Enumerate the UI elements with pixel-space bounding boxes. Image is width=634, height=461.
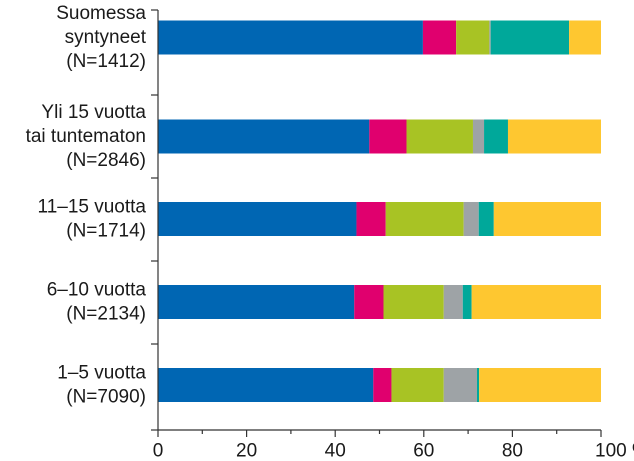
bar-segment-1-4 — [484, 119, 508, 154]
bar-segment-1-5 — [507, 119, 601, 154]
bar-segment-0-5 — [569, 20, 601, 55]
category-label-1-1: tai tuntematon — [26, 126, 146, 147]
bar-segment-2-3 — [463, 202, 479, 236]
bar-segment-0-1 — [422, 20, 457, 55]
category-label-3-1: (N=2134) — [66, 304, 146, 325]
x-tick-label-1: 20 — [236, 441, 257, 461]
x-axis-ticks: 0 20 40 60 80 100 % — [153, 430, 634, 461]
category-label-4-0: 1–5 vuotta — [57, 363, 146, 384]
category-labels: Suomessa syntyneet (N=1412) Yli 15 vuotta ta… — [26, 3, 147, 408]
bar-segment-2-4 — [478, 202, 494, 236]
bar-segment-4-2 — [391, 368, 444, 402]
bar-segment-3-4 — [462, 285, 472, 319]
category-label-2-0: 11–15 vuotta — [38, 197, 147, 218]
bar-segment-0-4 — [490, 20, 570, 55]
bar-segment-3-1 — [354, 285, 384, 319]
bar-segment-3-5 — [471, 285, 601, 319]
category-label-1-2: (N=2846) — [66, 150, 146, 171]
bar-segment-4-3 — [443, 368, 477, 402]
bar-segment-4-1 — [373, 368, 392, 402]
category-label-3-0: 6–10 vuotta — [47, 280, 147, 301]
bar-segment-1-2 — [406, 119, 473, 154]
x-tick-label-3: 60 — [413, 441, 434, 461]
bar-segment-0-0 — [158, 20, 423, 55]
bar-segment-2-2 — [385, 202, 464, 236]
x-tick-label-5: 100 % — [595, 441, 634, 461]
category-label-1-0: Yli 15 vuotta — [41, 102, 146, 123]
bar-segment-2-1 — [356, 202, 386, 236]
bar-segment-0-3 — [489, 20, 491, 55]
bar-segment-1-3 — [472, 119, 485, 154]
bar-segment-3-2 — [383, 285, 444, 319]
bar-segment-4-0 — [158, 368, 374, 402]
bar-segment-1-0 — [158, 119, 370, 154]
bar-segment-3-3 — [443, 285, 463, 319]
bar-segment-4-5 — [479, 368, 601, 402]
y-axis-ticks — [151, 9, 158, 431]
category-label-0-1: syntyneet — [65, 27, 147, 48]
category-label-0-0: Suomessa — [56, 3, 146, 24]
category-label-4-1: (N=7090) — [66, 387, 146, 408]
x-tick-label-4: 80 — [502, 441, 523, 461]
bar-segment-0-2 — [456, 20, 490, 55]
bar-segment-3-0 — [158, 285, 355, 319]
bar-segment-2-0 — [158, 202, 357, 236]
bar-segment-2-5 — [493, 202, 601, 236]
bars-group — [158, 20, 601, 402]
category-label-0-2: (N=1412) — [66, 51, 146, 72]
bar-segment-4-4 — [476, 368, 480, 402]
x-tick-label-0: 0 — [153, 441, 164, 461]
bar-segment-1-1 — [369, 119, 407, 154]
category-label-2-1: (N=1714) — [66, 221, 146, 242]
x-tick-label-2: 40 — [325, 441, 346, 461]
